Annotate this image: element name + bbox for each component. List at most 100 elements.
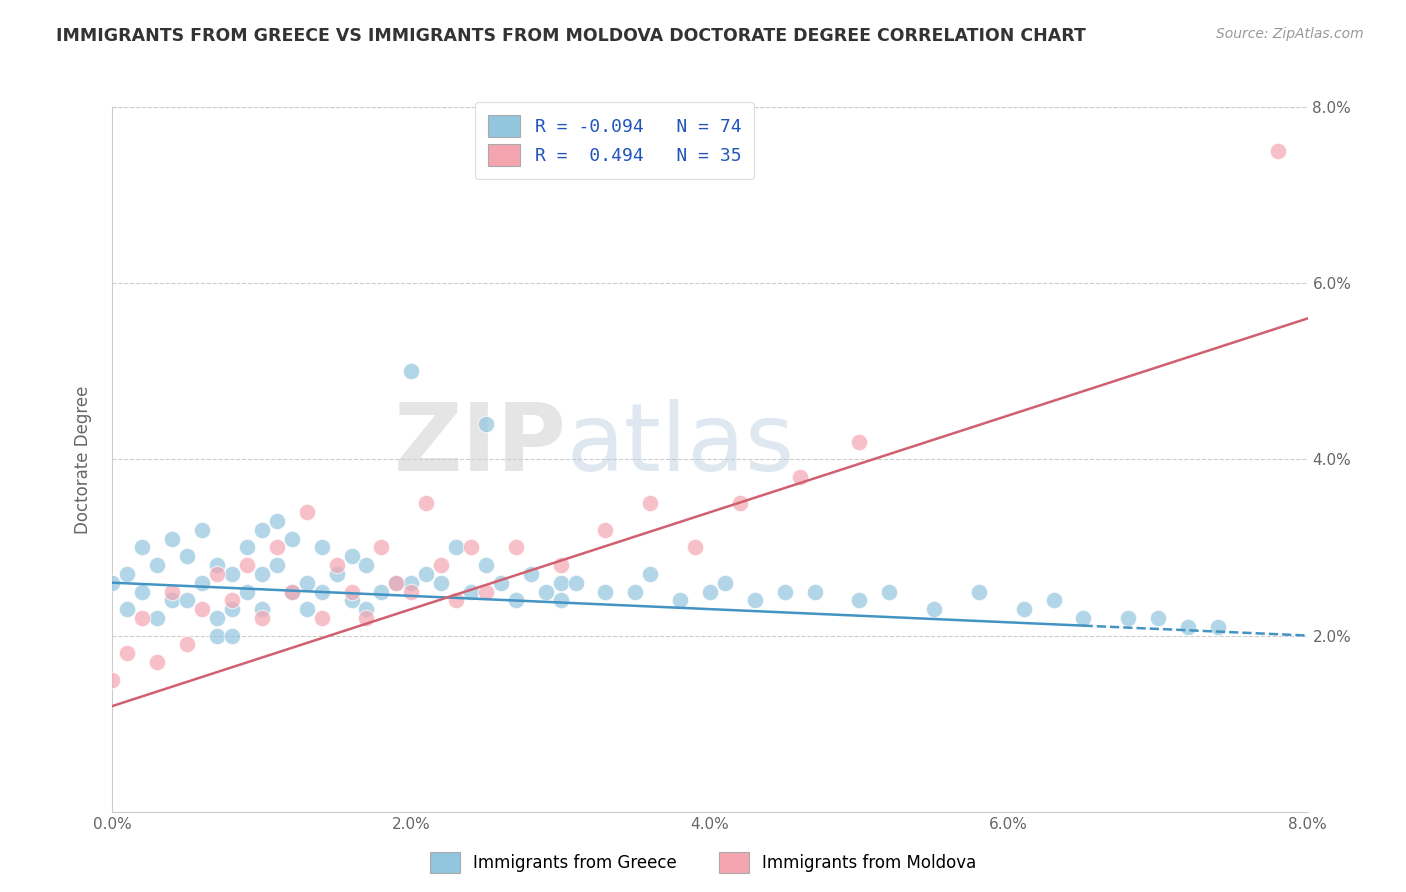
Point [773, 584, 796, 599]
Point [250, 611, 273, 625]
Legend: Immigrants from Greece, Immigrants from Moldova: Immigrants from Greece, Immigrants from … [423, 846, 983, 880]
Point [340, 549, 363, 564]
Point [221, 602, 243, 616]
Point [101, 575, 124, 590]
Point [1267, 144, 1289, 158]
Point [1073, 611, 1095, 625]
Point [1042, 593, 1064, 607]
Point [311, 584, 333, 599]
Point [460, 584, 482, 599]
Point [356, 611, 378, 625]
Point [475, 558, 498, 573]
Point [430, 558, 453, 573]
Y-axis label: Doctorate Degree: Doctorate Degree [73, 385, 91, 533]
Point [162, 593, 183, 607]
Point [595, 584, 617, 599]
Point [401, 575, 423, 590]
Point [101, 673, 124, 687]
Point [848, 434, 870, 449]
Point [236, 558, 259, 573]
Point [460, 541, 482, 555]
Point [117, 602, 139, 616]
Point [520, 566, 543, 581]
Point [131, 584, 153, 599]
Legend: R = -0.094   N = 74, R =  0.494   N = 35: R = -0.094 N = 74, R = 0.494 N = 35 [475, 102, 754, 178]
Point [176, 593, 198, 607]
Point [295, 505, 318, 519]
Point [505, 593, 527, 607]
Point [401, 584, 423, 599]
Point [505, 541, 527, 555]
Point [370, 584, 392, 599]
Point [534, 584, 557, 599]
Point [295, 575, 318, 590]
Text: Source: ZipAtlas.com: Source: ZipAtlas.com [1216, 27, 1364, 41]
Point [311, 611, 333, 625]
Point [281, 532, 304, 546]
Text: IMMIGRANTS FROM GREECE VS IMMIGRANTS FROM MOLDOVA DOCTORATE DEGREE CORRELATION C: IMMIGRANTS FROM GREECE VS IMMIGRANTS FRO… [56, 27, 1085, 45]
Point [475, 417, 498, 432]
Point [221, 628, 243, 642]
Point [1177, 620, 1199, 634]
Point [683, 541, 706, 555]
Point [162, 584, 183, 599]
Point [205, 628, 228, 642]
Point [131, 611, 153, 625]
Point [205, 566, 228, 581]
Point [415, 496, 437, 510]
Point [205, 611, 228, 625]
Point [550, 593, 572, 607]
Point [117, 646, 139, 660]
Point [191, 523, 214, 537]
Text: ZIP: ZIP [394, 400, 567, 491]
Point [877, 584, 901, 599]
Point [550, 558, 572, 573]
Point [311, 541, 333, 555]
Point [475, 584, 498, 599]
Point [1012, 602, 1035, 616]
Point [221, 593, 243, 607]
Point [162, 532, 183, 546]
Point [624, 584, 647, 599]
Point [356, 558, 378, 573]
Point [325, 566, 347, 581]
Point [669, 593, 692, 607]
Point [444, 541, 467, 555]
Point [564, 575, 586, 590]
Point [385, 575, 408, 590]
Point [370, 541, 392, 555]
Point [131, 541, 153, 555]
Point [1147, 611, 1170, 625]
Point [595, 523, 617, 537]
Point [922, 602, 945, 616]
Point [266, 514, 288, 528]
Point [146, 655, 169, 669]
Point [489, 575, 512, 590]
Point [250, 602, 273, 616]
Point [221, 566, 243, 581]
Point [699, 584, 721, 599]
Point [415, 566, 437, 581]
Point [146, 611, 169, 625]
Point [236, 541, 259, 555]
Point [250, 523, 273, 537]
Point [728, 496, 751, 510]
Point [325, 558, 347, 573]
Point [1206, 620, 1229, 634]
Point [176, 549, 198, 564]
Point [640, 496, 662, 510]
Point [266, 541, 288, 555]
Point [295, 602, 318, 616]
Point [789, 470, 811, 484]
Point [250, 566, 273, 581]
Point [117, 566, 139, 581]
Point [714, 575, 737, 590]
Point [191, 575, 214, 590]
Point [967, 584, 990, 599]
Point [340, 593, 363, 607]
Point [205, 558, 228, 573]
Point [744, 593, 766, 607]
Point [444, 593, 467, 607]
Point [281, 584, 304, 599]
Point [550, 575, 572, 590]
